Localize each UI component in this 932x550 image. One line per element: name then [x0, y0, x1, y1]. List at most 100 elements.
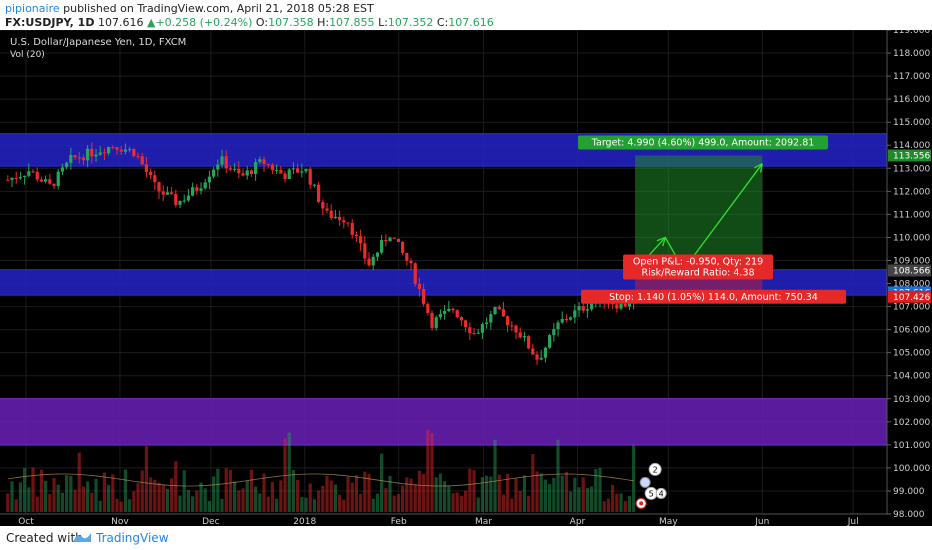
target-label-bg: [578, 135, 829, 150]
candle-body: [14, 177, 18, 179]
volume-bar: [497, 474, 501, 512]
candle-body: [354, 234, 359, 237]
high-value: 107.855: [329, 16, 375, 29]
tradingview-link[interactable]: TradingView: [96, 531, 169, 545]
volume-bar: [476, 497, 480, 512]
volume-bar: [543, 479, 548, 512]
volume-bar: [392, 495, 396, 512]
candle-body: [182, 200, 186, 202]
candle-body: [140, 156, 144, 165]
volume-bar: [623, 501, 627, 512]
candle-body: [245, 170, 249, 176]
author-link[interactable]: pipionaire: [5, 2, 60, 15]
volume-bar: [556, 439, 560, 512]
candle-body: [35, 171, 39, 180]
volume-bar: [367, 474, 371, 512]
symbol-label[interactable]: FX:USDJPY, 1D: [5, 16, 95, 29]
published-text: published on TradingView.com, April 21, …: [63, 2, 374, 15]
candle-body: [90, 148, 94, 157]
volume-bar: [136, 483, 140, 512]
candle-body: [266, 164, 270, 166]
volume-bar: [438, 473, 443, 512]
volume-bar: [333, 484, 338, 512]
candle-body: [73, 155, 77, 158]
candle-body: [275, 169, 279, 171]
zone-band: [0, 398, 887, 445]
price-tick-label: 106.000: [893, 326, 930, 336]
arrow-head-icon: [754, 163, 763, 173]
volume-bar: [615, 493, 619, 512]
volume-bar: [262, 473, 266, 512]
volume-bar: [611, 484, 615, 512]
volume-bar: [199, 482, 203, 512]
open-value: 107.358: [268, 16, 314, 29]
volume-bar: [224, 468, 228, 512]
volume-bar: [569, 491, 573, 512]
price-chart-svg[interactable]: Target: 4.990 (4.60%) 499.0, Amount: 209…: [0, 30, 932, 526]
volume-bar: [31, 467, 35, 512]
candle-body: [346, 222, 350, 224]
candle-body: [212, 169, 216, 177]
candle-body: [224, 156, 228, 169]
candle-body: [18, 177, 23, 179]
candle-body: [375, 252, 380, 257]
candle-body: [350, 223, 354, 235]
candle-body: [426, 304, 430, 313]
volume-bar: [279, 480, 283, 512]
stop-label-bg: [581, 289, 847, 304]
volume-bar: [165, 489, 170, 512]
volume-bar: [186, 489, 191, 512]
volume-bar: [489, 476, 493, 512]
candle-body: [581, 306, 585, 311]
volume-bar: [203, 488, 207, 512]
volume-bar: [388, 475, 392, 512]
low-label: L:: [378, 16, 388, 29]
volume-bar: [518, 491, 522, 512]
time-tick-label: May: [659, 517, 678, 526]
volume-bar: [522, 475, 527, 512]
candle-body: [506, 316, 510, 326]
volume-bar: [317, 490, 321, 512]
candle-body: [178, 200, 182, 205]
volume-bar: [81, 486, 86, 512]
candle-body: [165, 192, 170, 195]
candle-body: [107, 147, 111, 154]
price-tick-label: 108.000: [893, 280, 930, 290]
candle-body: [409, 260, 413, 264]
candle-body: [535, 354, 539, 360]
candle-body: [531, 348, 535, 355]
low-value: 107.352: [387, 16, 434, 29]
candle-body: [111, 147, 115, 149]
candle-body: [401, 242, 405, 253]
candle-body: [291, 168, 296, 170]
volume-bar: [123, 469, 128, 512]
chart-area[interactable]: Target: 4.990 (4.60%) 499.0, Amount: 209…: [0, 30, 932, 526]
volume-bar: [241, 488, 245, 512]
volume-bar: [140, 470, 144, 512]
volume-bar: [501, 494, 506, 512]
volume-bar: [548, 484, 552, 512]
symbol-description: U.S. Dollar/Japanese Yen, 1D, FXCM: [10, 37, 186, 48]
candle-body: [44, 179, 48, 182]
volume-bar: [23, 468, 27, 512]
volume-bar: [216, 468, 220, 512]
candle-body: [392, 237, 396, 239]
candle-body: [380, 239, 384, 253]
candle-body: [254, 162, 258, 174]
volume-bar: [149, 477, 153, 512]
candle-body: [451, 308, 455, 311]
close-label: C:: [436, 16, 449, 29]
volume-bar: [157, 482, 161, 512]
volume-bar: [191, 496, 195, 512]
candle-body: [199, 188, 203, 191]
candle-body: [443, 311, 447, 314]
price-tick-label: 113.000: [893, 164, 930, 174]
volume-bar: [220, 498, 224, 512]
candle-body: [371, 256, 375, 266]
footer: Created with TradingView: [0, 526, 932, 550]
candle-body: [195, 187, 199, 191]
candle-body: [128, 148, 132, 150]
pnl-label: Open P&L: -0.950, Qty: 219: [633, 256, 763, 267]
ohlc-line: FX:USDJPY, 1D 107.616 ▲+0.258 (+0.24%) O…: [5, 16, 494, 29]
volume-bar: [422, 474, 426, 512]
